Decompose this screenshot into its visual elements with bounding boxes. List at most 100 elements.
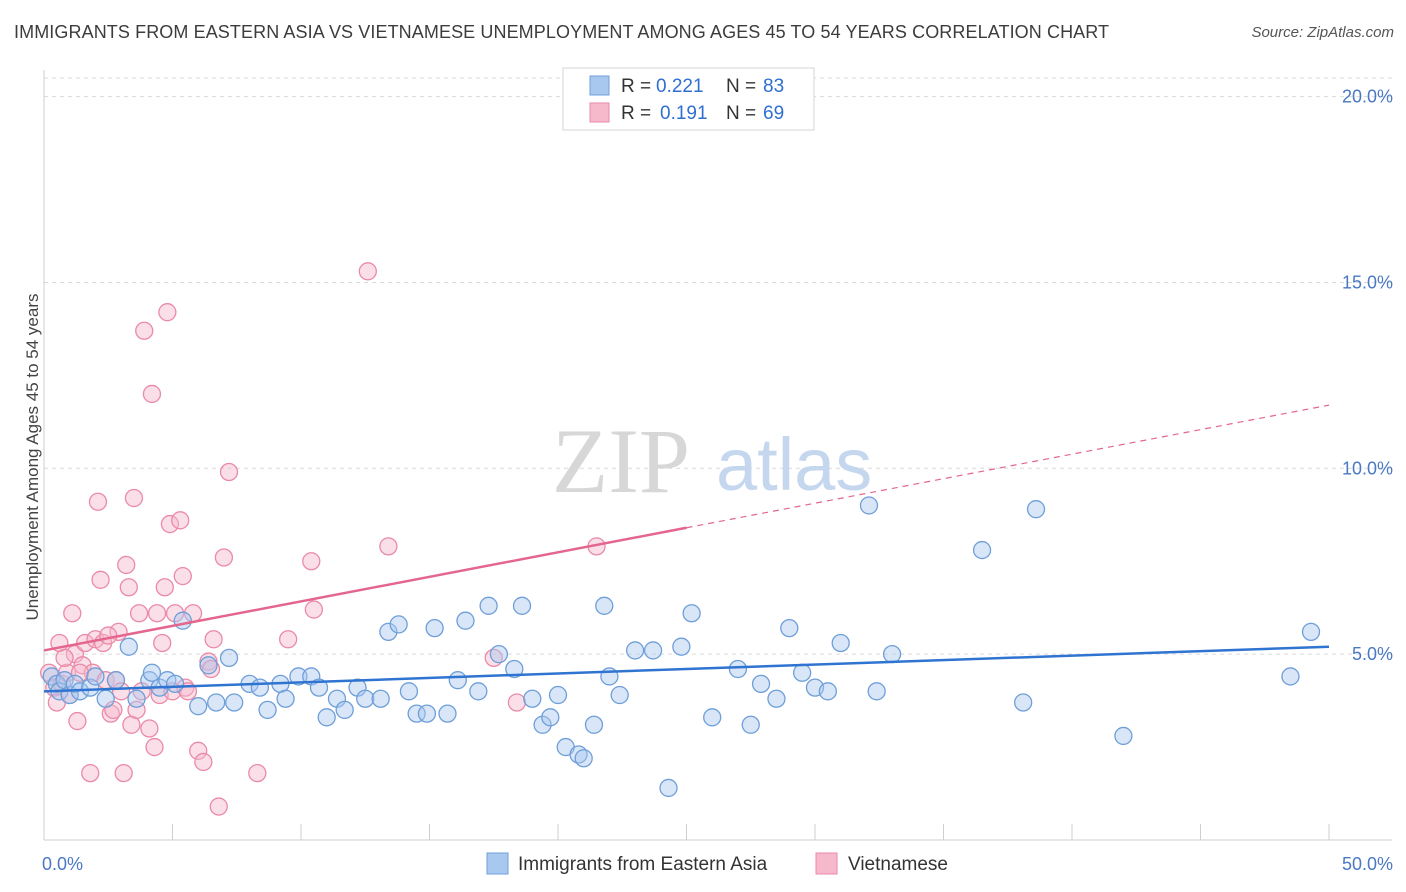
eastern-asia-point	[448, 671, 467, 690]
eastern-asia-point	[793, 663, 812, 682]
eastern-asia-point	[317, 708, 336, 727]
eastern-asia-point	[189, 697, 208, 716]
y-tick-label: 15.0%	[1342, 272, 1393, 292]
eastern-asia-point	[106, 671, 126, 690]
eastern-asia-point	[1014, 693, 1033, 712]
eastern-asia-point	[751, 674, 771, 694]
vietnamese-point	[209, 797, 228, 816]
eastern-asia-point	[165, 674, 185, 694]
correlation-legend: R = 0.221 N = 83 R = 0.191 N = 69	[562, 67, 815, 131]
y-tick-label: 20.0%	[1342, 87, 1393, 107]
legend-r-label-2: R =	[621, 103, 651, 124]
vietnamese-point	[111, 682, 131, 701]
eastern-asia-point	[867, 682, 886, 701]
legend-n-value-2: 69	[763, 103, 784, 124]
watermark: ZIP atlas	[552, 410, 872, 512]
vietnamese-point	[117, 555, 136, 575]
eastern-asia-point	[523, 689, 542, 708]
eastern-asia-point	[225, 693, 244, 712]
vietnamese-point	[88, 492, 108, 511]
vietnamese-point	[379, 537, 398, 556]
vietnamese-point	[304, 600, 324, 619]
eastern-asia-point	[972, 540, 992, 560]
vietnamese-point	[153, 633, 172, 653]
vietnamese-point	[214, 548, 234, 567]
vietnamese-point	[194, 752, 213, 772]
eastern-asia-point	[659, 778, 678, 798]
vietnamese-point	[91, 570, 110, 589]
eastern-asia-point	[250, 678, 270, 697]
eastern-asia-point	[425, 618, 444, 638]
eastern-asia-point	[469, 682, 488, 701]
vietnamese-point	[81, 763, 100, 783]
chart-source: Source: ZipAtlas.com	[1251, 24, 1394, 41]
eastern-asia-point	[672, 637, 691, 656]
eastern-asia-point	[258, 700, 277, 720]
eastern-asia-point	[438, 704, 457, 723]
vietnamese-point	[135, 321, 154, 340]
eastern-asia-point	[780, 618, 799, 638]
eastern-asia-point	[818, 682, 837, 701]
vietnamese-trend-line	[43, 526, 687, 652]
eastern-asia-point	[219, 648, 239, 668]
trend-lines	[43, 404, 1330, 693]
legend-r-value-2: 0.191	[660, 103, 708, 124]
eastern-asia-point	[399, 682, 419, 701]
legend-swatch-pink	[589, 102, 610, 123]
eastern-asia-point	[379, 622, 398, 641]
vietnamese-point	[124, 488, 144, 508]
vietnamese-point	[70, 663, 90, 682]
eastern-asia-point	[199, 656, 218, 675]
eastern-asia-point	[548, 685, 568, 705]
legend-r-label-1: R =	[621, 76, 651, 97]
vietnamese-point	[160, 514, 180, 534]
x-tick-label: 50.0%	[1342, 854, 1393, 874]
vietnamese-point	[155, 578, 174, 597]
vietnamese-point	[171, 511, 190, 530]
series-legend: Immigrants from Eastern Asia Vietnamese	[486, 852, 948, 875]
eastern-asia-point	[96, 689, 115, 708]
watermark-atlas: atlas	[716, 423, 872, 506]
vietnamese-point	[119, 578, 138, 597]
vietnamese-point	[358, 262, 377, 281]
vietnamese-points	[39, 262, 606, 816]
eastern-asia-point	[574, 749, 593, 768]
eastern-asia-point	[741, 715, 760, 734]
vietnamese-point	[147, 604, 167, 623]
eastern-asia-point	[207, 693, 226, 712]
eastern-asia-point	[173, 611, 192, 630]
eastern-asia-trend-line	[43, 645, 1330, 693]
eastern-asia-point	[541, 708, 560, 727]
vietnamese-point	[165, 604, 185, 623]
eastern-asia-point	[1026, 500, 1046, 519]
vietnamese-point	[173, 566, 192, 586]
vietnamese-point	[302, 552, 321, 571]
y-axis-label: Unemployment Among Ages 45 to 54 years	[23, 294, 42, 621]
eastern-asia-point	[882, 644, 902, 664]
eastern-asia-point	[859, 496, 879, 515]
eastern-asia-point	[489, 644, 509, 664]
eastern-asia-point	[456, 611, 475, 630]
eastern-asia-point	[407, 704, 426, 723]
eastern-asia-point	[289, 667, 308, 686]
eastern-asia-point	[335, 700, 354, 720]
bottom-legend-label-1: Immigrants from Eastern Asia	[518, 854, 768, 875]
eastern-asia-point	[81, 678, 100, 697]
legend-n-label-2: N =	[726, 103, 756, 124]
eastern-asia-point	[703, 708, 722, 727]
vietnamese-point	[129, 604, 149, 623]
vietnamese-point	[142, 384, 162, 404]
eastern-asia-point	[831, 633, 850, 653]
vietnamese-point	[63, 604, 82, 623]
grid	[44, 77, 1392, 655]
eastern-asia-point	[767, 689, 786, 708]
vietnamese-point	[248, 763, 267, 783]
tick-labels: 5.0% 10.0% 15.0% 20.0% 0.0% 50.0%	[42, 87, 1393, 874]
watermark-zip: ZIP	[552, 410, 690, 512]
vietnamese-point	[204, 630, 223, 649]
bottom-legend-swatch-pink	[815, 852, 838, 875]
y-tick-label: 5.0%	[1352, 644, 1393, 664]
eastern-asia-point	[1301, 622, 1321, 641]
eastern-asia-point	[625, 641, 645, 660]
eastern-asia-point	[389, 615, 408, 634]
